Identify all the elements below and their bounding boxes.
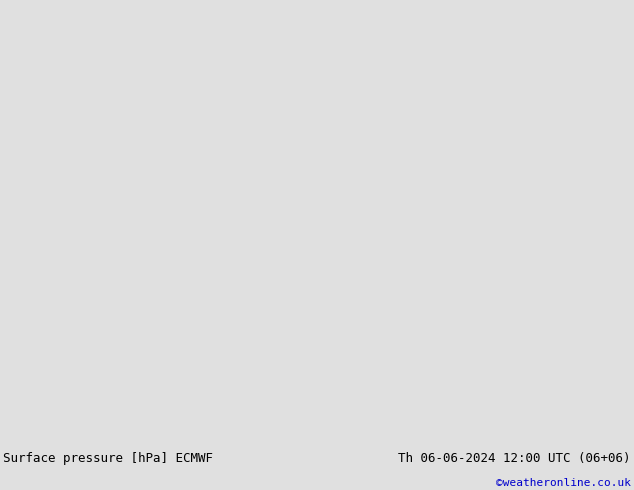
Text: Surface pressure [hPa] ECMWF: Surface pressure [hPa] ECMWF [3,452,213,465]
Text: ©weatheronline.co.uk: ©weatheronline.co.uk [496,478,631,488]
Text: Th 06-06-2024 12:00 UTC (06+06): Th 06-06-2024 12:00 UTC (06+06) [398,452,631,465]
